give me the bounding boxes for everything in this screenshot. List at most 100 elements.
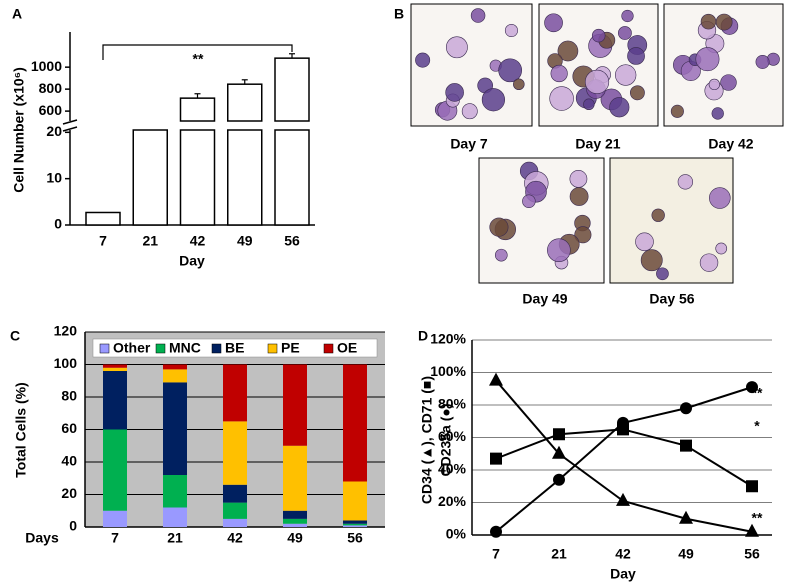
x-tick-label: 21 (551, 546, 567, 562)
cell (445, 83, 464, 102)
legend-label: OE (337, 340, 357, 356)
cell (677, 174, 694, 190)
cell (709, 187, 731, 209)
cell (621, 9, 634, 23)
y-axis-title: CD34 (▲), CD71 (■) (419, 376, 435, 504)
marker (680, 402, 692, 415)
cell (494, 248, 508, 262)
annotation: ** (752, 510, 763, 526)
cell (544, 13, 563, 33)
x-tick-label: 21 (142, 233, 158, 249)
x-tick-label: 42 (190, 233, 206, 249)
y-axis-title: Cell Number (x10⁶) (11, 67, 27, 192)
annotation: ** (193, 51, 204, 67)
bar-segment (343, 364, 367, 482)
bar-segment (163, 364, 187, 370)
bar (179, 97, 216, 122)
panel-label: D (418, 328, 428, 344)
cell (481, 88, 506, 112)
bar-segment (163, 475, 187, 508)
axis-break (62, 119, 78, 125)
x-axis-title: Day (610, 566, 636, 582)
bar (274, 57, 310, 122)
marker (679, 510, 693, 524)
panel-label: A (12, 6, 22, 22)
y-tick-label: 600 (39, 102, 63, 118)
cell (569, 169, 588, 188)
bar (274, 129, 310, 226)
panel-label: C (10, 328, 20, 344)
cell (569, 187, 589, 206)
marker (489, 372, 503, 386)
x-axis-title: Day (179, 253, 205, 269)
series-line (495, 386, 753, 533)
x-tick-label: 7 (99, 233, 107, 249)
y-tick-label: 100 (54, 355, 78, 371)
cell (547, 238, 571, 263)
legend-label: MNC (169, 340, 201, 356)
bar-segment (283, 523, 307, 527)
cell (708, 78, 720, 91)
bar-segment (223, 421, 247, 485)
marker (552, 445, 566, 459)
marker (553, 473, 565, 486)
bar-segment (343, 523, 367, 526)
x-tick-label: 56 (744, 546, 760, 562)
bar (85, 211, 121, 226)
cell (574, 226, 592, 244)
x-tick-label: 42 (615, 546, 631, 562)
y-axis-title: CD235a (●) (438, 403, 454, 476)
y-tick-label: 20 (46, 123, 62, 139)
image-caption: Day 21 (575, 136, 620, 152)
cell (591, 28, 606, 43)
legend-swatch (267, 343, 278, 354)
bar-segment (223, 502, 247, 519)
cell (504, 24, 518, 38)
x-tick-label: 56 (347, 530, 363, 546)
cell (629, 85, 645, 101)
legend-swatch (211, 343, 222, 354)
cell (557, 40, 579, 62)
y-tick-label: 800 (39, 80, 63, 96)
image-caption: Day 7 (450, 136, 488, 152)
x-tick-label: 42 (227, 530, 243, 546)
bar-segment (103, 367, 127, 371)
bar-segment (103, 364, 127, 368)
marker (680, 439, 692, 452)
axis-break (62, 126, 78, 132)
legend-label: Other (113, 340, 151, 356)
y-tick-label: 20 (61, 485, 77, 501)
cell (498, 58, 523, 83)
y-tick-label: 100% (430, 363, 466, 379)
annotation: ** (752, 385, 763, 401)
cell (700, 13, 717, 30)
error-bar (289, 53, 295, 59)
legend-label: PE (281, 340, 300, 356)
cell (489, 217, 509, 237)
marker (490, 525, 502, 538)
bar (227, 129, 263, 226)
x-tick-label: 49 (678, 546, 694, 562)
bar-segment (223, 518, 247, 527)
bar-segment (223, 364, 247, 422)
cell (715, 242, 728, 255)
image-caption: Day 56 (649, 291, 694, 307)
series-line (495, 379, 753, 533)
x-axis-title: Days (25, 530, 59, 546)
cell (627, 47, 645, 65)
marker (745, 523, 759, 537)
y-tick-label: 10 (46, 169, 62, 185)
cell (549, 86, 574, 111)
cell (715, 13, 733, 31)
legend-swatch (99, 343, 110, 354)
cell (445, 36, 468, 59)
bar-segment (103, 371, 127, 430)
significance-bracket (102, 44, 293, 60)
bar-segment (103, 510, 127, 527)
cell (470, 8, 486, 23)
y-tick-label: 80% (438, 396, 467, 412)
cell (670, 104, 684, 118)
marker (490, 452, 502, 465)
y-tick-label: 80 (61, 388, 77, 404)
